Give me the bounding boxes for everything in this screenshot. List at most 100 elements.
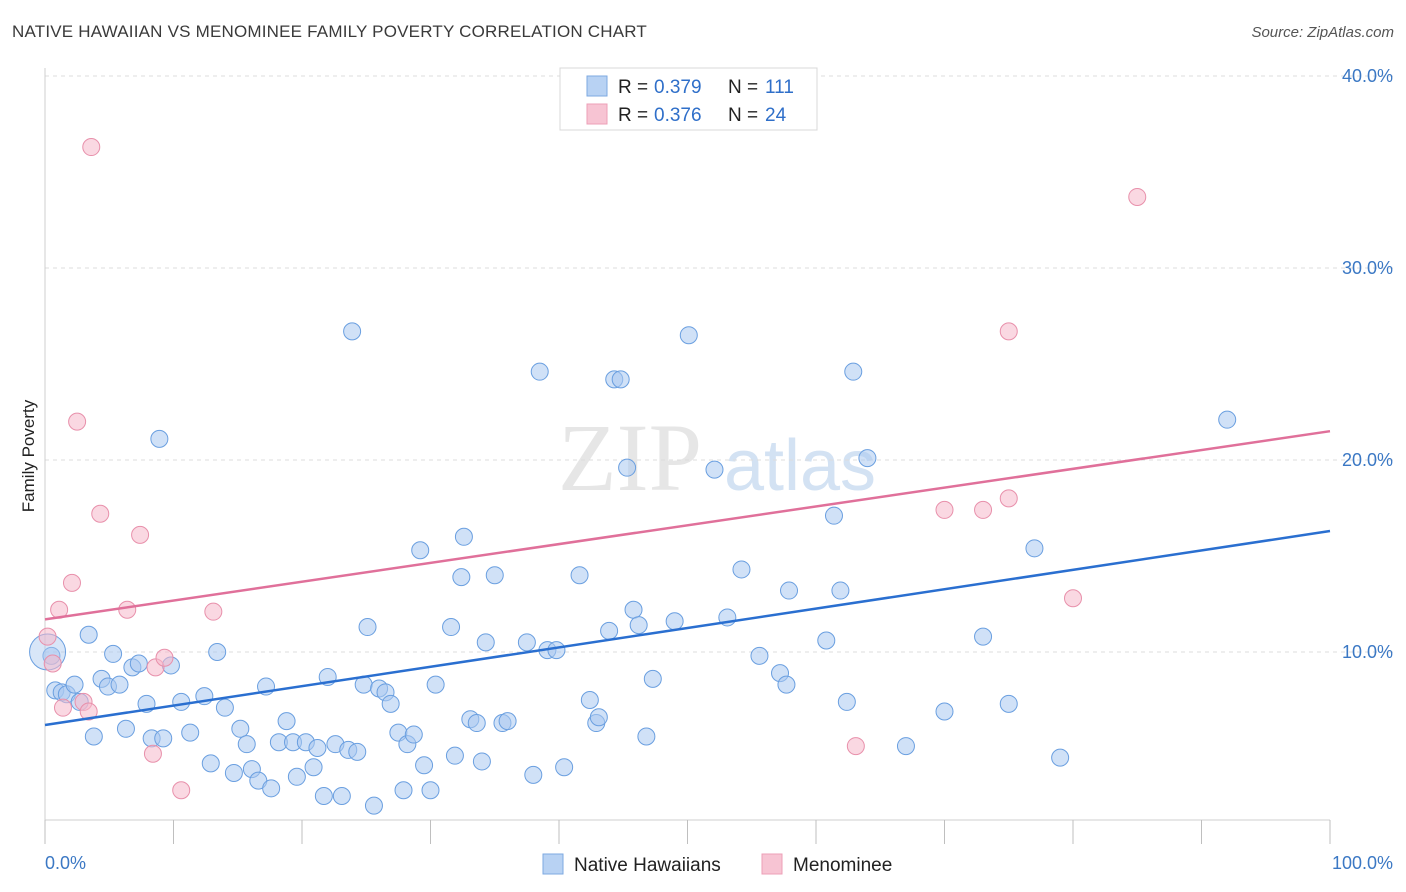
data-point-native-hawaiians	[415, 756, 434, 775]
data-point-menominee	[118, 600, 137, 619]
data-point-native-hawaiians	[129, 654, 148, 673]
data-point-native-hawaiians	[304, 758, 323, 777]
series-menominee	[38, 138, 1147, 800]
data-point-native-hawaiians	[348, 742, 367, 761]
data-point-native-hawaiians	[476, 633, 495, 652]
y-tick-label: 20.0%	[1342, 450, 1393, 470]
data-point-menominee	[1128, 187, 1147, 206]
data-point-native-hawaiians	[150, 429, 169, 448]
data-point-native-hawaiians	[1025, 539, 1044, 558]
bottom-legend-label-menominee: Menominee	[793, 855, 892, 876]
data-point-menominee	[38, 627, 57, 646]
data-point-native-hawaiians	[411, 541, 430, 560]
data-point-native-hawaiians	[844, 362, 863, 381]
data-point-native-hawaiians	[624, 600, 643, 619]
data-point-native-hawaiians	[426, 675, 445, 694]
legend-n-label-2: N =	[728, 105, 758, 126]
data-point-native-hawaiians	[705, 460, 724, 479]
data-point-native-hawaiians	[287, 767, 306, 786]
data-point-menominee	[68, 412, 87, 431]
data-point-native-hawaiians	[643, 669, 662, 688]
data-point-native-hawaiians	[454, 527, 473, 546]
data-point-native-hawaiians	[1218, 410, 1237, 429]
data-point-menominee	[172, 781, 191, 800]
data-point-native-hawaiians	[817, 631, 836, 650]
data-point-native-hawaiians	[831, 581, 850, 600]
data-point-native-hawaiians	[314, 787, 333, 805]
legend-n-value-1: 111	[765, 77, 794, 98]
y-axis-label: Family Poverty	[19, 399, 38, 512]
data-point-native-hawaiians	[308, 739, 327, 757]
data-point-menominee	[91, 504, 110, 523]
data-point-menominee	[82, 138, 101, 157]
trend-line-native-hawaiians	[44, 529, 1331, 727]
data-point-menominee	[131, 525, 150, 544]
data-point-native-hawaiians	[421, 781, 440, 800]
data-point-native-hawaiians	[580, 691, 599, 709]
data-point-native-hawaiians	[154, 729, 173, 748]
data-point-native-hawaiians	[445, 746, 464, 765]
data-point-native-hawaiians	[172, 692, 191, 711]
series-native-hawaiians	[29, 322, 1237, 815]
data-point-native-hawaiians	[277, 712, 296, 731]
data-point-menominee	[1064, 589, 1082, 608]
data-point-menominee	[999, 322, 1018, 341]
data-point-native-hawaiians	[237, 735, 256, 754]
data-point-native-hawaiians	[637, 727, 656, 746]
bottom-legend-swatch-pink	[761, 853, 783, 875]
data-point-native-hawaiians	[777, 675, 796, 694]
data-point-native-hawaiians	[974, 627, 993, 646]
legend-n-value-2: 24	[765, 105, 787, 126]
data-point-native-hawaiians	[472, 752, 491, 771]
data-point-native-hawaiians	[999, 694, 1018, 713]
data-point-native-hawaiians	[116, 719, 135, 738]
data-point-menominee	[143, 744, 162, 763]
legend-swatch-pink	[586, 103, 608, 125]
data-point-native-hawaiians	[442, 618, 461, 637]
data-point-native-hawaiians	[208, 643, 227, 661]
data-point-menominee	[79, 702, 98, 721]
source-label: Source: ZipAtlas.com	[1251, 24, 1394, 41]
data-point-native-hawaiians	[629, 616, 648, 635]
y-tick-label: 10.0%	[1342, 642, 1393, 662]
data-point-native-hawaiians	[524, 765, 543, 784]
bottom-legend: Native Hawaiians Menominee	[542, 853, 892, 876]
watermark-zip: ZIP	[558, 404, 702, 511]
watermark-atlas: atlas	[724, 426, 876, 506]
data-point-native-hawaiians	[517, 633, 536, 652]
data-point-native-hawaiians	[343, 322, 362, 341]
data-point-native-hawaiians	[732, 560, 751, 579]
x-tick-label-min: 0.0%	[45, 853, 86, 873]
legend-r-value-2: 0.376	[654, 105, 702, 126]
data-point-menominee	[974, 500, 993, 519]
data-point-native-hawaiians	[896, 737, 915, 756]
data-point-native-hawaiians	[404, 725, 423, 744]
data-point-native-hawaiians	[485, 566, 504, 585]
data-point-native-hawaiians	[79, 625, 98, 644]
data-point-native-hawaiians	[1051, 748, 1070, 767]
data-point-native-hawaiians	[498, 712, 517, 731]
trend-lines	[44, 429, 1331, 727]
data-point-native-hawaiians	[452, 568, 471, 587]
data-point-native-hawaiians	[262, 779, 281, 798]
legend-swatch-blue	[586, 75, 608, 97]
chart-title: NATIVE HAWAIIAN VS MENOMINEE FAMILY POVE…	[12, 22, 648, 41]
data-point-native-hawaiians	[84, 727, 103, 746]
data-point-native-hawaiians	[611, 370, 630, 389]
legend-n-label-1: N =	[728, 77, 758, 98]
data-point-native-hawaiians	[467, 714, 486, 733]
data-point-menominee	[155, 648, 174, 667]
y-tick-label: 30.0%	[1342, 258, 1393, 278]
y-tick-label: 40.0%	[1342, 66, 1393, 86]
data-point-native-hawaiians	[589, 708, 608, 727]
data-point-native-hawaiians	[935, 702, 954, 721]
data-point-native-hawaiians	[104, 644, 123, 663]
data-point-native-hawaiians	[215, 698, 234, 717]
data-point-native-hawaiians	[555, 758, 574, 777]
bottom-legend-label-native-hawaiians: Native Hawaiians	[574, 855, 721, 876]
data-point-native-hawaiians	[679, 326, 698, 345]
data-point-menominee	[62, 573, 81, 592]
legend-r-label-1: R =	[618, 77, 648, 98]
legend-r-value-1: 0.379	[654, 77, 702, 98]
